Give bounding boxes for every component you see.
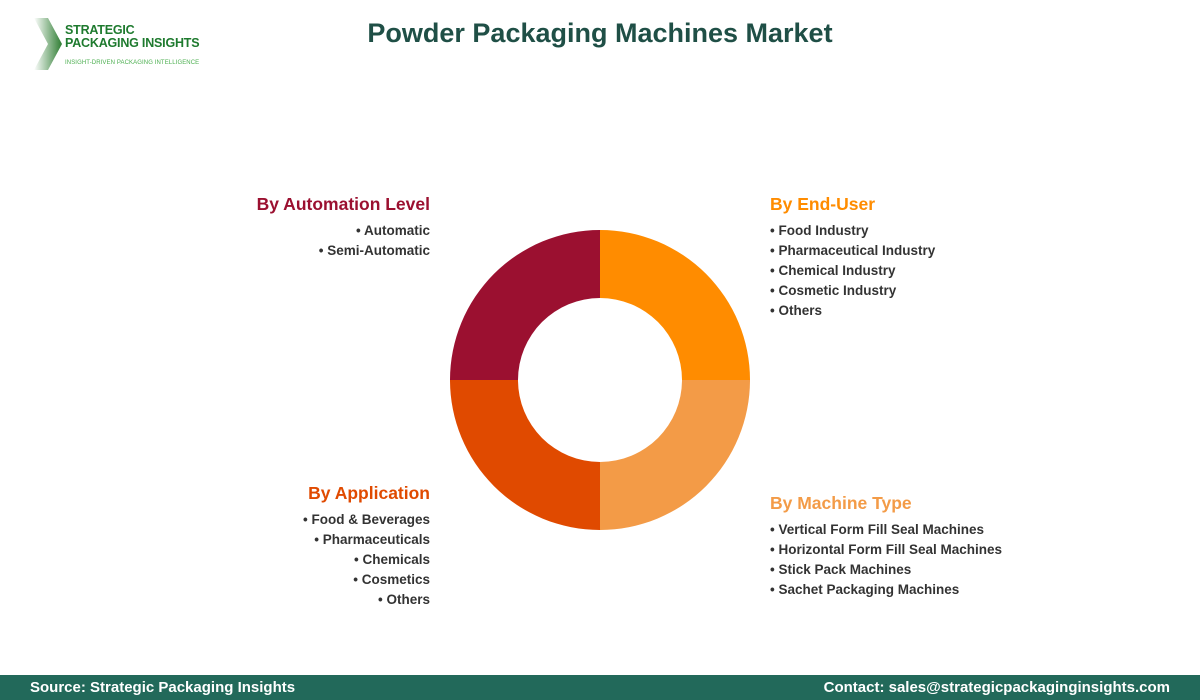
group-automation: By Automation Level AutomaticSemi-Automa… — [257, 194, 430, 261]
list-item: Cosmetic Industry — [770, 281, 935, 301]
logo-tagline: INSIGHT-DRIVEN PACKAGING INTELLIGENCE — [65, 60, 200, 66]
list-item: Pharmaceutical Industry — [770, 241, 935, 261]
list-item: Stick Pack Machines — [770, 560, 1002, 580]
donut-segment-by-application — [450, 380, 600, 530]
item-list: Food & BeveragesPharmaceuticalsChemicals… — [303, 510, 430, 610]
list-item: Cosmetics — [303, 570, 430, 590]
list-item: Others — [303, 590, 430, 610]
list-item: Horizontal Form Fill Seal Machines — [770, 540, 1002, 560]
donut-segment-by-machine-type — [600, 380, 750, 530]
item-list: Vertical Form Fill Seal MachinesHorizont… — [770, 520, 1002, 600]
group-machine: By Machine Type Vertical Form Fill Seal … — [770, 493, 1002, 600]
group-heading: By End-User — [770, 194, 876, 214]
list-item: Pharmaceuticals — [303, 530, 430, 550]
donut-segment-by-automation-level — [450, 230, 600, 380]
footer: Source: Strategic Packaging Insights Con… — [0, 675, 1200, 700]
list-item: Sachet Packaging Machines — [770, 580, 1002, 600]
page-title: Powder Packaging Machines Market — [367, 18, 833, 48]
group-enduser: By End-User Food IndustryPharmaceutical … — [770, 194, 935, 321]
logo: STRATEGIC PACKAGING INSIGHTS INSIGHT-DRIV… — [30, 18, 200, 73]
source-text: Source: Strategic Packaging Insights — [30, 679, 296, 696]
list-item: Semi-Automatic — [257, 241, 430, 261]
logo-chevron-icon — [34, 18, 62, 70]
list-item: Chemicals — [303, 550, 430, 570]
group-application: By Application Food & BeveragesPharmaceu… — [303, 483, 430, 610]
list-item: Others — [770, 301, 935, 321]
logo-line2: PACKAGING INSIGHTS — [65, 36, 200, 50]
item-list: AutomaticSemi-Automatic — [257, 221, 430, 261]
contact-link[interactable]: Contact: sales@strategicpackaginginsight… — [823, 679, 1170, 696]
logo-name: STRATEGIC PACKAGING INSIGHTS — [65, 23, 200, 50]
list-item: Automatic — [257, 221, 430, 241]
item-list: Food IndustryPharmaceutical IndustryChem… — [770, 221, 935, 321]
list-item: Food & Beverages — [303, 510, 430, 530]
list-item: Vertical Form Fill Seal Machines — [770, 520, 1002, 540]
group-heading: By Machine Type — [770, 493, 912, 513]
group-heading: By Application — [308, 483, 430, 503]
logo-line1: STRATEGIC — [65, 23, 135, 37]
donut-segment-by-end-user — [600, 230, 750, 380]
group-heading: By Automation Level — [256, 194, 430, 214]
list-item: Chemical Industry — [770, 261, 935, 281]
list-item: Food Industry — [770, 221, 935, 241]
